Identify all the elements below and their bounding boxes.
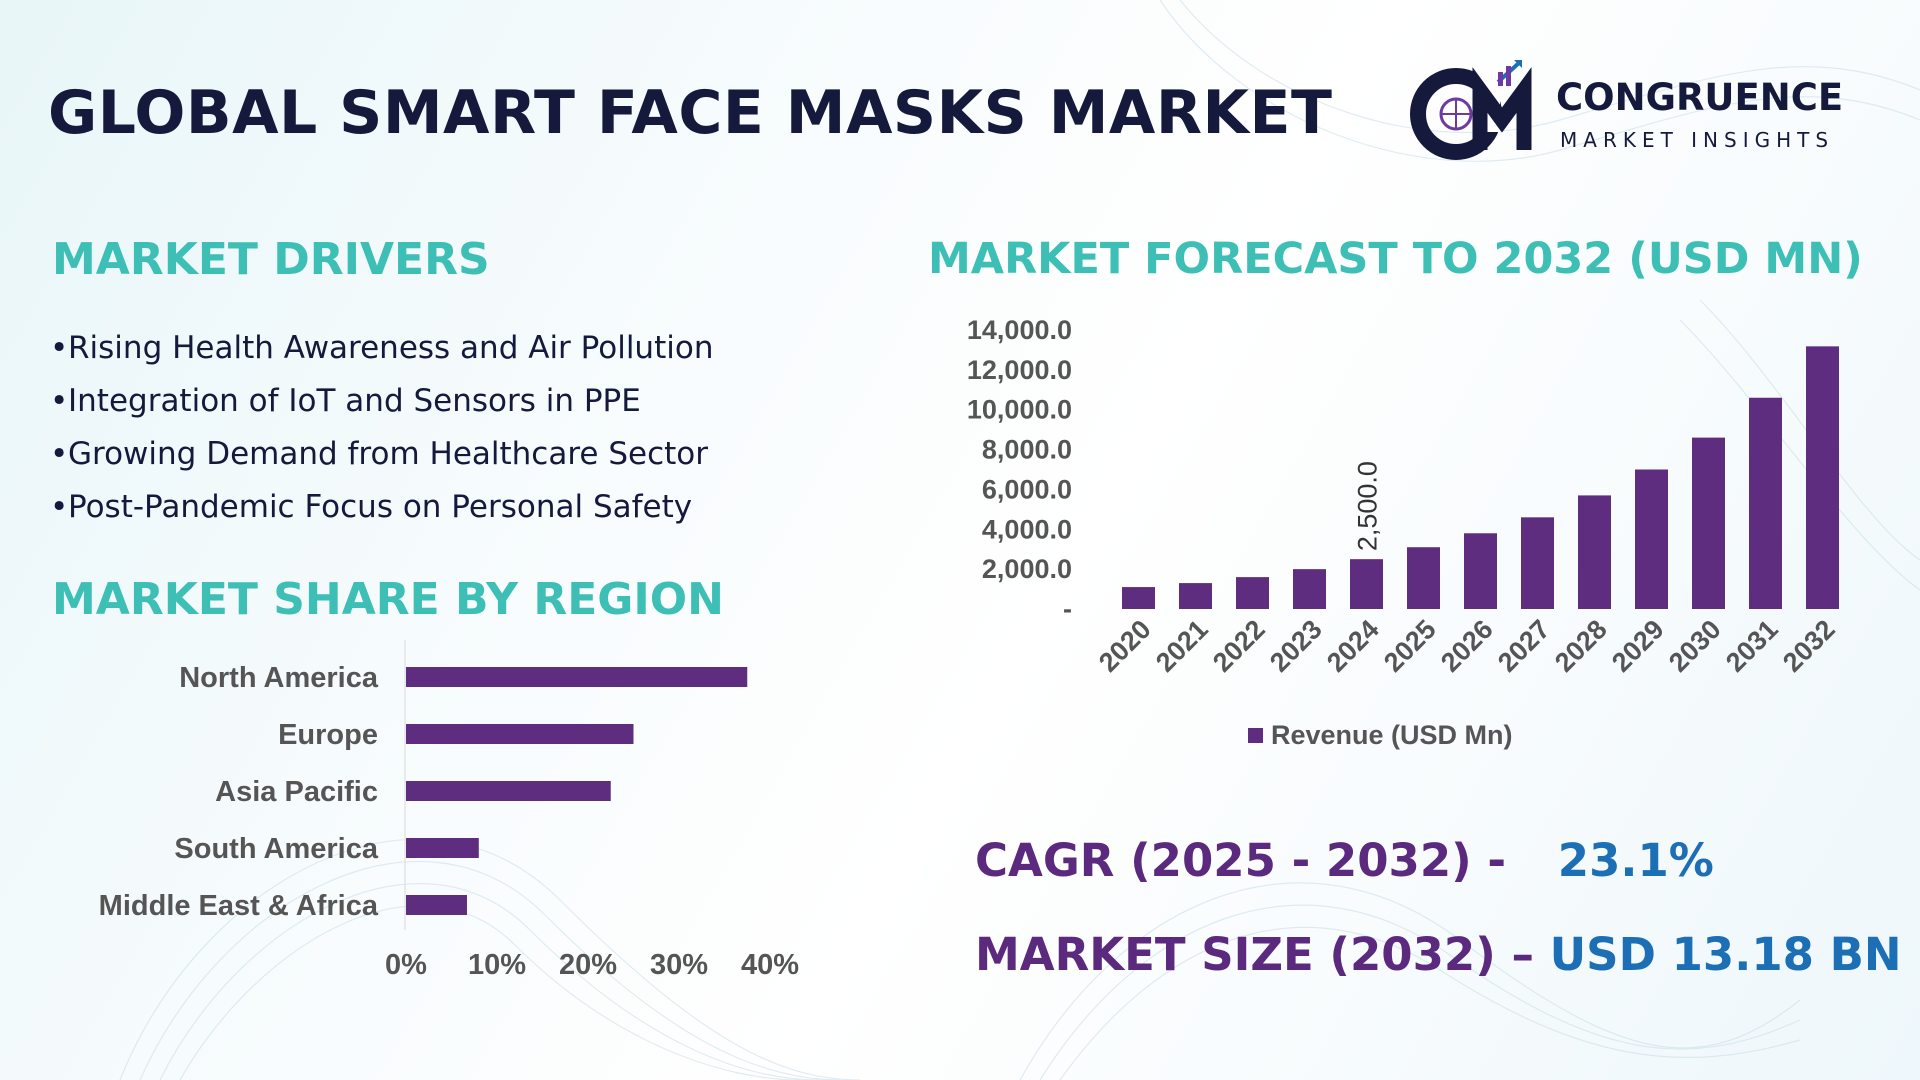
x-tick-label: 40% [741, 949, 799, 981]
forecast-bar-2032 [1806, 346, 1839, 609]
driver-item: •Rising Health Awareness and Air Polluti… [50, 322, 713, 375]
x-tick-label: 2032 [1777, 614, 1841, 678]
cagr-statement: CAGR (2025 - 2032) - 23.1% [975, 834, 1714, 887]
forecast-bar-2020 [1122, 587, 1155, 609]
forecast-bar-2024 [1350, 559, 1383, 609]
bullet-glyph: • [50, 436, 69, 472]
forecast-heading: MARKET FORECAST TO 2032 (USD MN) [928, 234, 1863, 284]
driver-text: Post-Pandemic Focus on Personal Safety [68, 489, 693, 525]
region-bar [406, 781, 611, 801]
bar-data-label: 2,500.0 [1353, 461, 1383, 551]
forecast-bar-2021 [1179, 583, 1212, 609]
x-tick-label: 2027 [1492, 614, 1556, 678]
driver-text: Integration of IoT and Sensors in PPE [68, 383, 641, 419]
x-tick-label: 2021 [1150, 614, 1214, 678]
cagr-label: CAGR (2025 - 2032) - [975, 834, 1507, 887]
region-bar [406, 838, 479, 858]
x-tick-label: 2029 [1606, 614, 1670, 678]
forecast-bar-2027 [1521, 517, 1554, 609]
forecast-bar-2026 [1464, 533, 1497, 609]
region-label: Middle East & Africa [99, 890, 379, 922]
x-tick-label: 30% [650, 949, 708, 981]
x-tick-label: 2023 [1264, 614, 1328, 678]
company-logo: CONGRUENCE MARKET INSIGHTS [1402, 52, 1872, 162]
market-size-value: USD 13.18 BN [1549, 928, 1902, 981]
forecast-bar-2028 [1578, 495, 1611, 609]
region-label: Asia Pacific [215, 776, 378, 808]
region-bar [406, 667, 748, 687]
legend-label: Revenue (USD Mn) [1271, 720, 1513, 750]
driver-item: •Integration of IoT and Sensors in PPE [50, 375, 713, 428]
region-share-heading: MARKET SHARE BY REGION [52, 574, 724, 625]
page-title: GLOBAL SMART FACE MASKS MARKET [48, 78, 1333, 148]
y-tick-label: 4,000.0 [982, 514, 1072, 544]
forecast-chart: - 2,000.0 4,000.0 6,000.0 8,000.0 10,000.0 12,… [967, 315, 1841, 750]
y-tick-label: - [1063, 594, 1072, 624]
forecast-bar-2025 [1407, 547, 1440, 609]
y-tick-label: 6,000.0 [982, 474, 1072, 504]
y-tick-label: 12,000.0 [967, 355, 1072, 385]
forecast-bar-2031 [1749, 397, 1782, 609]
y-tick-label: 8,000.0 [982, 435, 1072, 465]
forecast-bar-2023 [1293, 569, 1326, 609]
y-tick-label: 10,000.0 [967, 395, 1072, 425]
x-tick-label: 10% [468, 949, 526, 981]
logo-tagline: MARKET INSIGHTS [1560, 128, 1835, 152]
driver-text: Rising Health Awareness and Air Pollutio… [68, 330, 714, 366]
y-tick-label: 2,000.0 [982, 554, 1072, 584]
region-bar [406, 895, 467, 915]
driver-text: Growing Demand from Healthcare Sector [68, 436, 708, 472]
region-label: South America [174, 833, 378, 865]
x-tick-label: 20% [559, 949, 617, 981]
x-tick-label: 2025 [1378, 614, 1442, 678]
x-tick-label: 2030 [1663, 614, 1727, 678]
region-share-chart: North America Europe Asia Pacific South Ame… [99, 640, 799, 981]
x-tick-label: 2031 [1720, 614, 1784, 678]
bullet-glyph: • [50, 330, 69, 366]
x-tick-label: 2028 [1549, 614, 1613, 678]
drivers-list: •Rising Health Awareness and Air Polluti… [50, 322, 713, 534]
region-label: North America [179, 662, 379, 694]
logo-monogram-icon [1410, 60, 1532, 160]
x-tick-label: 2026 [1435, 614, 1499, 678]
bullet-glyph: • [50, 489, 69, 525]
driver-item: •Growing Demand from Healthcare Sector [50, 428, 713, 481]
cagr-value: 23.1% [1557, 834, 1714, 887]
market-size-statement: MARKET SIZE (2032) – USD 13.18 BN [975, 928, 1902, 981]
drivers-heading: MARKET DRIVERS [52, 234, 490, 285]
x-tick-label: 2024 [1321, 614, 1385, 678]
bullet-glyph: • [50, 383, 69, 419]
x-tick-label: 2022 [1207, 614, 1271, 678]
region-bar [406, 724, 634, 744]
market-size-label: MARKET SIZE (2032) – [975, 928, 1534, 981]
x-tick-label: 0% [385, 949, 427, 981]
legend-swatch [1248, 728, 1263, 743]
y-tick-label: 14,000.0 [967, 315, 1072, 345]
driver-item: •Post-Pandemic Focus on Personal Safety [50, 481, 713, 534]
forecast-bar-2030 [1692, 437, 1725, 609]
region-label: Europe [278, 719, 378, 751]
forecast-bar-2029 [1635, 469, 1668, 609]
forecast-bar-2022 [1236, 577, 1269, 609]
logo-wordmark: CONGRUENCE [1556, 76, 1844, 119]
x-tick-label: 2020 [1093, 614, 1157, 678]
